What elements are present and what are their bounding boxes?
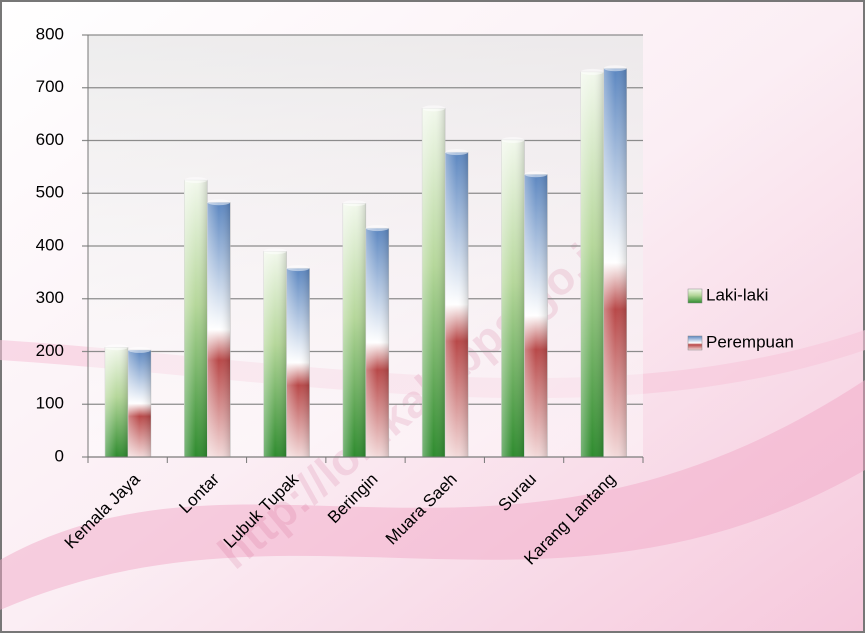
bar-cap xyxy=(263,248,287,255)
bar-shine xyxy=(580,71,604,458)
legend-label: Perempuan xyxy=(706,332,794,351)
bar-cap xyxy=(128,346,151,353)
y-tick-label: 600 xyxy=(36,130,64,149)
legend-swatch xyxy=(687,335,703,351)
bar-cap xyxy=(365,225,389,232)
bar-shine xyxy=(286,268,310,457)
bar-cap xyxy=(445,149,469,156)
bar-shine xyxy=(603,68,627,458)
bar-cap xyxy=(422,105,446,112)
legend-swatch xyxy=(687,288,703,304)
bar-cap xyxy=(580,68,604,75)
bar-shine xyxy=(207,202,231,457)
bar-shine xyxy=(105,347,128,457)
y-tick-label: 700 xyxy=(36,77,64,96)
bar-cap xyxy=(524,171,548,178)
bar-cap xyxy=(184,177,208,184)
y-tick-label: 100 xyxy=(36,394,64,413)
y-tick-label: 400 xyxy=(36,235,64,254)
bar-cap xyxy=(501,136,525,143)
bar-cap xyxy=(207,199,231,206)
bar-cap xyxy=(105,344,128,351)
bar-shine xyxy=(184,180,208,457)
y-tick-label: 800 xyxy=(36,24,64,43)
bar-shine xyxy=(263,251,287,457)
bar-cap xyxy=(603,65,627,72)
bar-shine xyxy=(524,174,548,457)
y-tick-label: 300 xyxy=(36,288,64,307)
bar-shine xyxy=(422,108,446,457)
bar-shine xyxy=(445,152,469,458)
bar-cap xyxy=(342,200,366,207)
y-tick-label: 500 xyxy=(36,183,64,202)
bar-shine xyxy=(501,139,525,457)
y-tick-label: 0 xyxy=(55,446,64,465)
decoration xyxy=(0,330,865,399)
bar-shine xyxy=(365,228,389,457)
decoration xyxy=(0,380,865,610)
y-tick-label: 200 xyxy=(36,341,64,360)
bar-shine xyxy=(342,203,366,457)
legend-label: Laki-laki xyxy=(706,285,768,304)
bar-shine xyxy=(128,349,151,457)
bar-cap xyxy=(286,265,310,272)
